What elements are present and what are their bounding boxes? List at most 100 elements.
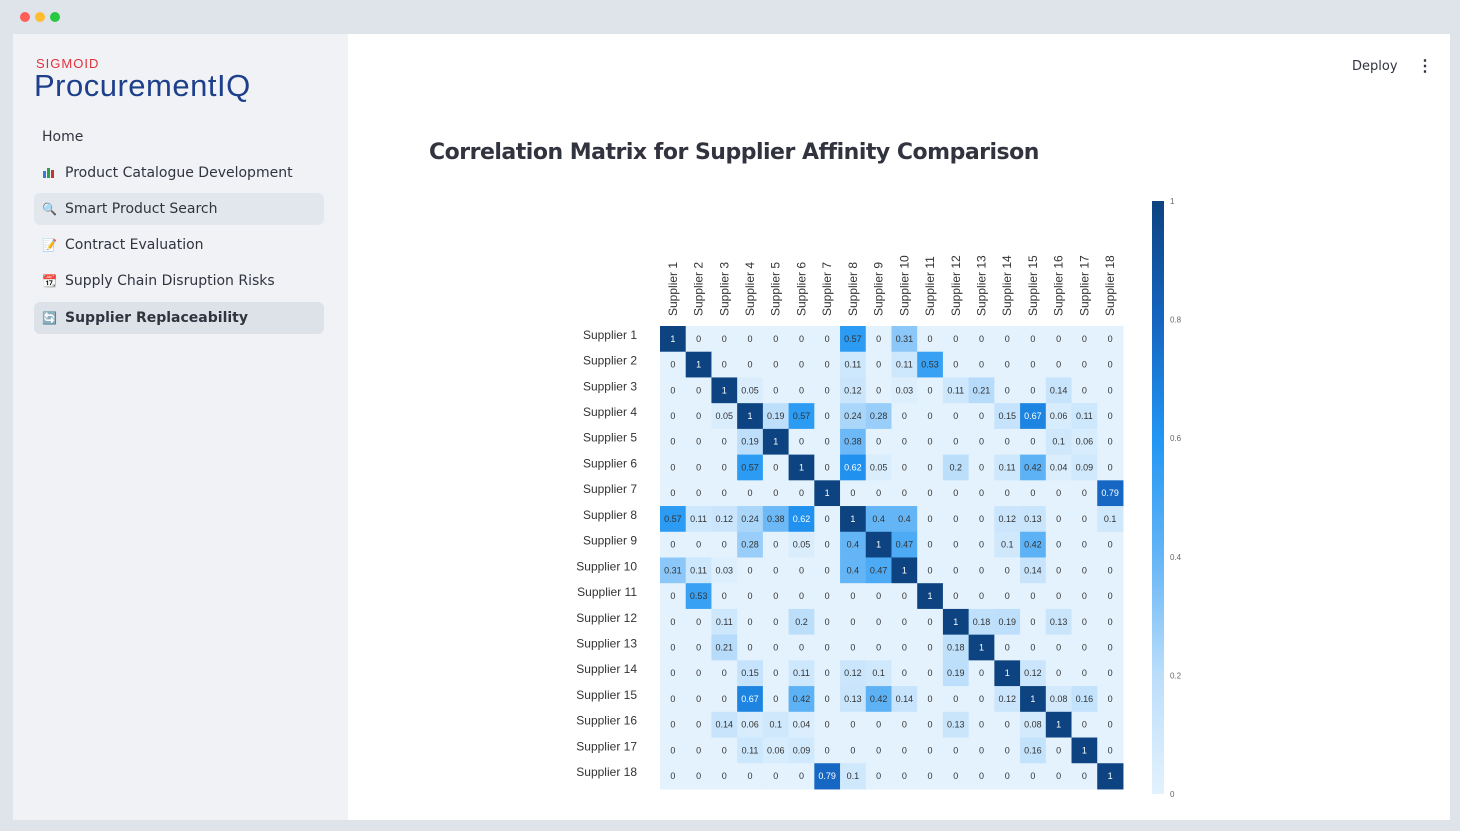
sidebar-item-contract-evaluation[interactable]: 📝 Contract Evaluation	[34, 229, 324, 261]
heatmap-cell	[840, 326, 867, 353]
sidebar-item-supplier-replaceability[interactable]: 🔄 Supplier Replaceability	[34, 302, 324, 334]
heatmap-cell-label: 0.05	[870, 462, 888, 472]
heatmap-cell	[711, 531, 738, 558]
heatmap-cell-label: 0	[1056, 514, 1061, 524]
heatmap-cell-label: 0	[953, 437, 958, 447]
heatmap-cell	[737, 377, 764, 404]
colorbar-tick-label: 0.8	[1170, 316, 1182, 325]
heatmap-cell	[942, 634, 970, 661]
deploy-button[interactable]: Deploy	[1352, 59, 1398, 74]
heatmap-cell	[1097, 454, 1124, 481]
heatmap-cell-label: 0	[748, 360, 753, 370]
heatmap-cell-label: 0	[773, 565, 778, 575]
heatmap-cell-label: 0	[876, 360, 881, 370]
sidebar-item-supply-chain-risks[interactable]: 📆 Supply Chain Disruption Risks	[34, 265, 324, 297]
heatmap-cell	[685, 634, 712, 661]
heatmap-cell	[942, 480, 970, 507]
heatmap-cell-label: 0	[748, 488, 753, 498]
heatmap-cell-label: 0.42	[1024, 540, 1042, 550]
heatmap-cell-label: 0	[1005, 771, 1010, 781]
heatmap-cell-label: 0	[670, 668, 675, 678]
heatmap-cell-label: 0	[670, 488, 675, 498]
heatmap-cell-label: 0.13	[1050, 617, 1068, 627]
colorbar-tick-label: 1	[1170, 197, 1175, 206]
heatmap-cell	[891, 428, 918, 456]
heatmap-cell-label: 0.4	[898, 514, 911, 524]
more-vertical-icon[interactable]: ⋮	[1417, 58, 1433, 75]
heatmap-cell-label: 0.42	[870, 694, 888, 704]
heatmap-cell-label: 0	[953, 771, 958, 781]
heatmap-cell	[840, 454, 867, 481]
heatmap-cell-label: 0	[696, 720, 701, 730]
heatmap-cell	[1097, 506, 1124, 533]
heatmap-cell	[762, 454, 790, 481]
heatmap-cell-label: 0	[696, 462, 701, 472]
heatmap-cell	[1045, 583, 1073, 610]
heatmap-cell	[891, 711, 918, 739]
brand-logo[interactable]: ProcurementIQ	[34, 68, 251, 103]
heatmap-cell-label: 0.79	[818, 771, 836, 781]
heatmap-cell-label: 0	[1108, 591, 1113, 601]
heatmap-cell-label: 0	[825, 591, 830, 601]
sidebar-item-home[interactable]: Home	[34, 121, 324, 153]
heatmap-cell	[788, 737, 815, 764]
heatmap-cell	[1020, 763, 1047, 790]
heatmap-cell-label: 0	[902, 668, 907, 678]
x-axis-label: Supplier 12	[949, 255, 963, 316]
heatmap-cell-label: 0.47	[870, 565, 888, 575]
calendar-icon: 📆	[42, 274, 57, 288]
heatmap-cell	[711, 351, 738, 378]
heatmap-cell-label: 0	[825, 745, 830, 755]
heatmap-cell	[1020, 737, 1047, 764]
heatmap-cell-label: 0	[1082, 514, 1087, 524]
heatmap-cell	[1020, 686, 1047, 713]
heatmap-cell-label: 0	[773, 540, 778, 550]
sidebar-item-label: Smart Product Search	[65, 201, 218, 217]
heatmap-cell-label: 0	[928, 488, 933, 498]
sidebar-item-product-catalogue[interactable]: Product Catalogue Development	[34, 157, 324, 189]
heatmap-cell-label: 0	[748, 334, 753, 344]
heatmap-cell-label: 0.1	[872, 668, 885, 678]
heatmap-cell	[917, 711, 944, 739]
heatmap-cell	[891, 506, 918, 533]
heatmap-cell-label: 0	[902, 771, 907, 781]
heatmap-cell	[840, 660, 867, 687]
heatmap-cell-label: 0	[773, 643, 778, 653]
heatmap-cell	[942, 531, 970, 558]
sidebar-item-smart-product-search[interactable]: 🔍 Smart Product Search	[34, 193, 324, 225]
heatmap-cell-label: 0.11	[947, 385, 964, 395]
heatmap-cell	[917, 326, 944, 353]
heatmap-cell-label: 0.08	[1050, 694, 1068, 704]
heatmap-cell-label: 0	[979, 514, 984, 524]
heatmap-cell-label: 0	[1082, 488, 1087, 498]
heatmap-cell	[1097, 480, 1124, 507]
heatmap-cell-label: 0.11	[690, 514, 707, 524]
heatmap-cell	[1020, 403, 1047, 430]
heatmap-cell	[840, 583, 867, 610]
heatmap-cell	[762, 403, 790, 430]
heatmap-cell-label: 0	[1005, 385, 1010, 395]
heatmap-cell	[660, 711, 687, 739]
heatmap-cell	[788, 351, 815, 378]
heatmap-cell	[865, 686, 892, 713]
heatmap-cell-label: 1	[1108, 771, 1113, 781]
heatmap-cell	[814, 737, 841, 764]
heatmap-cell	[737, 480, 764, 507]
y-axis-label: Supplier 9	[583, 534, 637, 548]
minimize-window-icon[interactable]	[35, 12, 45, 22]
heatmap-cell-label: 0	[928, 771, 933, 781]
heatmap-cell-label: 0.31	[664, 565, 682, 575]
heatmap-cell-label: 0	[953, 334, 958, 344]
heatmap-cell	[917, 763, 944, 790]
close-window-icon[interactable]	[20, 12, 30, 22]
heatmap-cell	[942, 351, 970, 378]
heatmap-cell-label: 1	[902, 565, 907, 575]
heatmap-cell-label: 0	[670, 360, 675, 370]
heatmap-cell-label: 0.28	[870, 411, 888, 421]
heatmap-cell-label: 0	[1082, 360, 1087, 370]
maximize-window-icon[interactable]	[50, 12, 60, 22]
y-axis-label: Supplier 15	[576, 688, 637, 702]
heatmap-cell	[685, 506, 712, 533]
heatmap-cell-label: 0	[1108, 437, 1113, 447]
heatmap-cell	[1071, 480, 1098, 507]
